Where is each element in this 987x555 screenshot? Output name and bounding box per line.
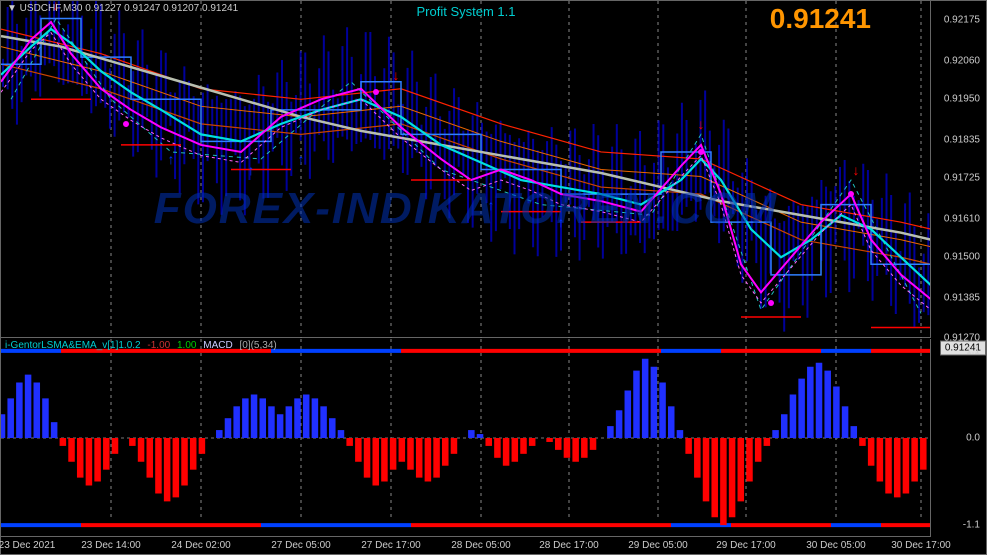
signal-arrow-up: ↑ [488, 197, 495, 213]
main-chart-svg [1, 1, 931, 338]
y-tick: 0.92175 [944, 15, 980, 26]
x-tick: 23 Dec 14:00 [81, 540, 141, 551]
signal-dot [848, 191, 854, 197]
ind-name: i-GentorLSMA&EMA_v[1]1.0.2 [5, 340, 141, 351]
x-tick: 30 Dec 05:00 [806, 540, 866, 551]
main-price-chart[interactable]: ▼ USDCHF,M30 0.91227 0.91247 0.91207 0.9… [1, 1, 931, 338]
ohlc-readout: ▼ USDCHF,M30 0.91227 0.91247 0.91207 0.9… [7, 3, 238, 14]
x-axis: 23 Dec 2021 23 Dec 14:00 24 Dec 02:00 27 De… [1, 536, 931, 554]
y-tick: 0.91610 [944, 213, 980, 224]
y-tick-sub: 0.0 [966, 433, 980, 444]
ind-v1: -1.00 [147, 340, 170, 351]
x-tick: 27 Dec 05:00 [271, 540, 331, 551]
indicator-label: i-GentorLSMA&EMA_v[1]1.0.2 -1.00 1.00 MA… [5, 340, 281, 351]
x-tick: 29 Dec 05:00 [628, 540, 688, 551]
current-price-large: 0.91241 [770, 3, 871, 35]
signal-arrow-down: ↓ [853, 162, 860, 178]
ind-macd: MACD [203, 340, 232, 351]
signal-dot [373, 89, 379, 95]
signal-arrow-up: ↑ [168, 151, 175, 167]
ind-v2: 1.00 [177, 340, 196, 351]
signal-arrow-up: ↑ [558, 214, 565, 230]
chart-container: ▼ USDCHF,M30 0.91227 0.91247 0.91207 0.9… [0, 0, 987, 555]
ind-params: [0](5,34) [239, 340, 276, 351]
x-tick: 28 Dec 17:00 [539, 540, 599, 551]
x-tick: 30 Dec 17:00 [891, 540, 951, 551]
y-axis-main: 0.92175 0.92060 0.91950 0.91835 0.91725 0.916… [930, 1, 986, 338]
sub-chart-svg [1, 339, 931, 537]
y-axis-sub: 1.1 0.0 -1.1 [930, 339, 986, 537]
signal-arrow-down: ↓ [393, 67, 400, 83]
signal-dot [768, 300, 774, 306]
y-tick: 0.91725 [944, 173, 980, 184]
chart-title: Profit System 1.1 [417, 4, 516, 19]
y-tick: 0.91500 [944, 252, 980, 263]
x-tick: 29 Dec 17:00 [716, 540, 776, 551]
y-tick: 0.91835 [944, 134, 980, 145]
y-tick: 0.91950 [944, 94, 980, 105]
y-tick: 0.91385 [944, 292, 980, 303]
signal-dot [698, 149, 704, 155]
indicator-panel[interactable]: i-GentorLSMA&EMA_v[1]1.0.2 -1.00 1.00 MA… [1, 339, 931, 537]
signal-dot [123, 121, 129, 127]
signal-arrow-down: ↓ [698, 116, 705, 132]
x-tick: 28 Dec 05:00 [451, 540, 511, 551]
x-tick: 23 Dec 2021 [0, 540, 55, 551]
y-tick: 0.92060 [944, 55, 980, 66]
watermark: FOREX-INDIKATOREN.COM [154, 184, 779, 234]
x-tick: 24 Dec 02:00 [171, 540, 231, 551]
signal-arrow-up: ↑ [248, 162, 255, 178]
x-tick: 27 Dec 17:00 [361, 540, 421, 551]
y-tick-sub: 1.1 [966, 345, 980, 356]
signal-arrow-up: ↑ [298, 151, 305, 167]
y-tick-sub: -1.1 [963, 520, 980, 531]
